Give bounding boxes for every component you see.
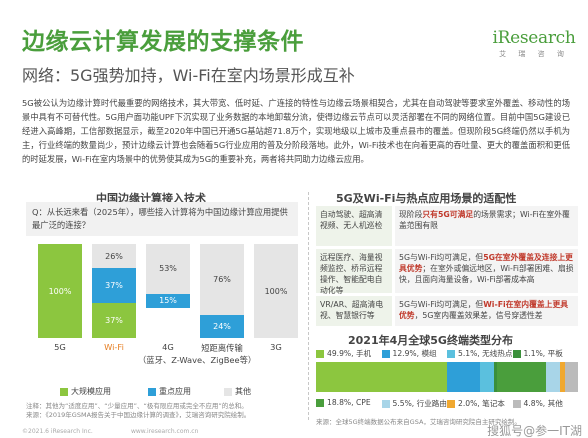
legend-swatch xyxy=(148,387,156,396)
pie-source: 来源：全球5G终端数据公布来自GSA，艾瑞咨询研究院自主研究绘制。 xyxy=(316,418,521,426)
distribution-segment xyxy=(565,362,578,392)
bar-segment: 100% xyxy=(38,244,82,338)
distribution-swatch xyxy=(512,349,521,358)
survey-question: Q：从长远来看（2025年），哪些接入计算将为中国边缘计算应用提供最广泛的连接？ xyxy=(26,202,298,236)
bar-3: 76% 24% xyxy=(200,244,244,338)
scene-name: 自动驾驶、超高清视频、无人机巡检 xyxy=(316,206,392,246)
bar-2: 53% 15% xyxy=(146,244,190,338)
logo-mark: iResearch xyxy=(492,28,576,48)
legend-item-large-scale: 大规模应用 xyxy=(60,386,111,397)
scene-row: 远程医疗、海量视频监控、桥吊远程操作、智能配电自动化等 5G与Wi-Fi均可满足… xyxy=(316,249,578,295)
distribution-label: 12.9%, 模组 xyxy=(381,348,437,359)
bar-segment: 37% xyxy=(92,303,136,338)
copyright: ©2021.6 iResearch Inc. www.iresearch.com… xyxy=(22,428,199,435)
distribution-segment xyxy=(480,362,494,392)
scene-row: VR/AR、超高清电视、智慧银行等 5G与Wi-Fi均可满足，但Wi-Fi在室内… xyxy=(316,296,578,326)
distribution-swatch xyxy=(447,399,455,408)
distribution-label: 18.8%, CPE xyxy=(316,398,371,407)
distribution-label: 5.1%, 无线热点 xyxy=(447,348,513,359)
x-tick-label: Wi-Fi xyxy=(104,342,124,352)
distribution-swatch xyxy=(381,349,390,358)
intro-paragraph: 5G被公认为边缘计算时代最重要的网络技术，其大带宽、低时延、广连接的特性与边缘云… xyxy=(22,98,570,164)
x-tick-sublabel: （蓝牙、Z-Wave、ZigBee等） xyxy=(138,355,257,365)
right-table-title: 5G及Wi-Fi与热点应用场景的适配性 xyxy=(336,192,517,205)
distribution-segment xyxy=(545,362,561,392)
scene-desc: 5G与Wi-Fi均可满足，但5G在室外覆盖及连接上更具优势；在室外或偏远地区，W… xyxy=(395,249,578,293)
chart-note: 注释：其他为“适度应用”、“少量应用”、“极有限应用或完全不应用”的总和。 xyxy=(26,402,248,410)
bar-segment: 76% xyxy=(200,244,244,316)
section-divider xyxy=(308,192,309,420)
left-section-title: 中国边缘计算接入技术 xyxy=(96,192,206,205)
chart-source: 来源：《2019年GSMA报告关于中国边缘计算的调查》，艾瑞咨询研究院绘制。 xyxy=(26,411,251,419)
distribution-label: 5.5%, 行业路由器 xyxy=(381,398,455,409)
x-tick-label: 5G xyxy=(54,342,66,352)
scene-desc: 现阶段只有5G可满足的场景需求；Wi-Fi在室外覆盖范围有限 xyxy=(395,206,578,246)
distribution-label: 4.8%, 其他 xyxy=(512,398,563,409)
distribution-segment xyxy=(493,362,497,392)
scene-name: 远程医疗、海量视频监控、桥吊远程操作、智能配电自动化等 xyxy=(316,249,392,295)
logo-sub: 艾 瑞 咨 询 xyxy=(499,50,569,58)
x-tick-label: 短距离传输 xyxy=(201,343,243,353)
scene-name: VR/AR、超高清电视、智慧银行等 xyxy=(316,296,392,326)
legend-swatch xyxy=(224,387,232,396)
distribution-label: 2.0%, 笔记本 xyxy=(447,398,505,409)
distribution-swatch xyxy=(316,398,324,407)
distribution-swatch xyxy=(447,349,455,358)
bar-4: 100% xyxy=(254,244,298,338)
legend-label: 大规模应用 xyxy=(71,387,111,396)
pie-title: 2021年4月全球5G终端类型分布 xyxy=(348,334,513,347)
x-tick-label: 4G xyxy=(162,342,174,352)
bar-segment: 15% xyxy=(146,293,190,308)
distribution-swatch xyxy=(381,399,390,408)
bar-segment: 37% xyxy=(92,268,136,304)
legend-swatch xyxy=(60,387,68,396)
bar-segment: 26% xyxy=(92,244,136,269)
page-subtitle: 网络：5G强势加持，Wi-Fi在室内场景形成互补 xyxy=(22,66,355,85)
bar-segment: 53% xyxy=(146,244,190,294)
watermark: 搜狐号@参一IT湖 xyxy=(487,424,582,438)
legend-label: 重点应用 xyxy=(159,387,191,396)
page-title: 边缘云计算发展的支撑条件 xyxy=(22,29,304,55)
distribution-segment xyxy=(446,362,481,392)
distribution-segment xyxy=(316,362,447,392)
legend-label: 其他 xyxy=(235,387,251,396)
scene-row: 自动驾驶、超高清视频、无人机巡检 现阶段只有5G可满足的场景需求；Wi-Fi在室… xyxy=(316,206,578,246)
bar-segment: 100% xyxy=(254,244,298,338)
distribution-swatch xyxy=(512,399,521,408)
distribution-segment xyxy=(560,362,566,392)
scene-desc: 5G与Wi-Fi均可满足，但Wi-Fi在室内覆盖上更具优势，5G室内覆盖效果差，… xyxy=(395,296,578,326)
bar-0: 100% xyxy=(38,244,82,338)
distribution-label: 49.9%, 手机 xyxy=(316,348,371,359)
legend-item-key: 重点应用 xyxy=(148,386,191,397)
legend-item-other: 其他 xyxy=(224,386,251,397)
distribution-swatch xyxy=(316,349,324,358)
bar-segment: 24% xyxy=(200,315,244,338)
iresearch-logo: iResearch 艾 瑞 咨 询 xyxy=(492,28,576,59)
distribution-label: 1.1%, 平板 xyxy=(512,348,563,359)
bar-1: 26% 37% 37% xyxy=(92,244,136,338)
distribution-segment xyxy=(496,362,546,392)
x-tick-label: 3G xyxy=(270,342,282,352)
